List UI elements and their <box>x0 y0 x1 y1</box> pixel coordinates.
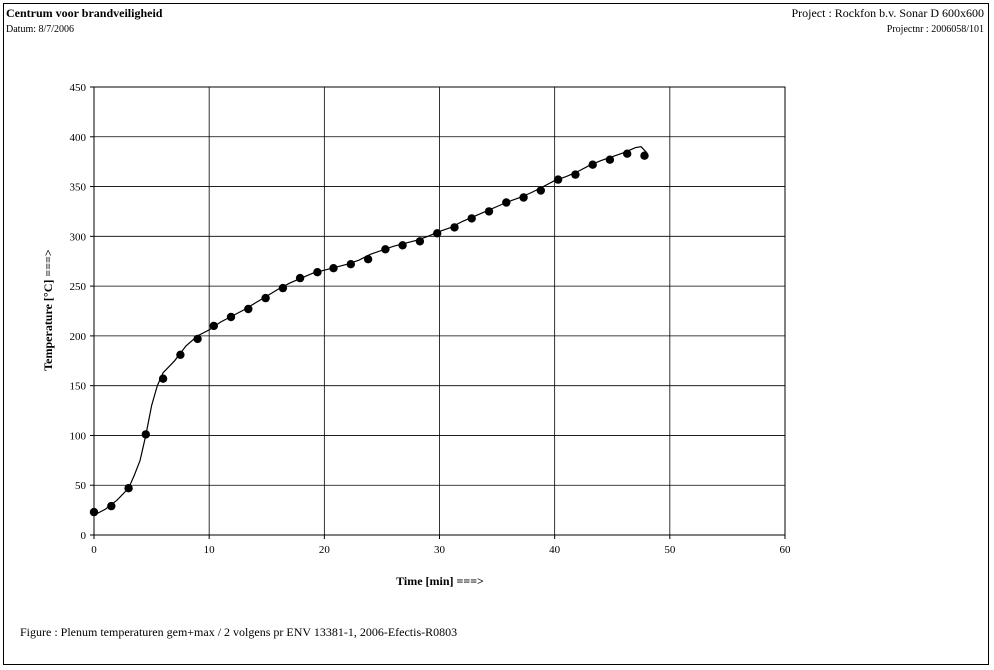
data-point <box>124 484 132 492</box>
data-point <box>296 274 304 282</box>
data-point <box>107 502 115 510</box>
data-point <box>90 508 98 516</box>
grid <box>94 87 785 535</box>
data-point <box>537 186 545 194</box>
data-point <box>571 170 579 178</box>
y-tick-label: 0 <box>81 530 87 542</box>
data-point <box>210 322 218 330</box>
data-point <box>364 255 372 263</box>
y-tick-label: 200 <box>70 331 87 343</box>
series <box>90 147 649 517</box>
data-point <box>640 152 648 160</box>
data-point <box>329 264 337 272</box>
x-axis-label: Time [min] ===> <box>396 574 484 588</box>
y-axis-label: Temperature [°C] ===> <box>41 249 55 371</box>
series-line <box>94 147 647 515</box>
data-point <box>313 268 321 276</box>
data-point <box>142 430 150 438</box>
data-point <box>485 207 493 215</box>
data-point <box>279 284 287 292</box>
x-tick-label: 60 <box>780 544 792 556</box>
data-point <box>468 214 476 222</box>
data-point <box>502 198 510 206</box>
figure-caption: Figure : Plenum temperaturen gem+max / 2… <box>20 625 457 640</box>
data-point <box>193 335 201 343</box>
data-point <box>398 241 406 249</box>
x-tick-label: 10 <box>204 544 216 556</box>
data-point <box>416 237 424 245</box>
data-point <box>159 375 167 383</box>
x-tick-label: 20 <box>319 544 331 556</box>
y-tick-label: 400 <box>70 132 87 144</box>
data-point <box>589 161 597 169</box>
x-tick-label: 30 <box>434 544 446 556</box>
data-point <box>261 294 269 302</box>
data-point <box>381 245 389 253</box>
y-tick-label: 100 <box>70 430 87 442</box>
data-point <box>433 229 441 237</box>
y-tick-label: 50 <box>75 480 87 492</box>
y-tick-label: 300 <box>70 231 87 243</box>
x-tick-label: 50 <box>664 544 676 556</box>
data-point <box>606 156 614 164</box>
data-point <box>519 193 527 201</box>
data-point <box>176 351 184 359</box>
x-tick-label: 0 <box>91 544 97 556</box>
y-tick-label: 250 <box>70 281 87 293</box>
y-tick-label: 150 <box>70 381 87 393</box>
data-point <box>227 313 235 321</box>
data-point <box>554 175 562 183</box>
data-point <box>347 260 355 268</box>
y-tick-label: 450 <box>70 82 87 94</box>
y-tick-label: 350 <box>70 182 87 194</box>
data-point <box>244 305 252 313</box>
x-tick-label: 40 <box>549 544 561 556</box>
data-point <box>623 150 631 158</box>
data-point <box>450 223 458 231</box>
